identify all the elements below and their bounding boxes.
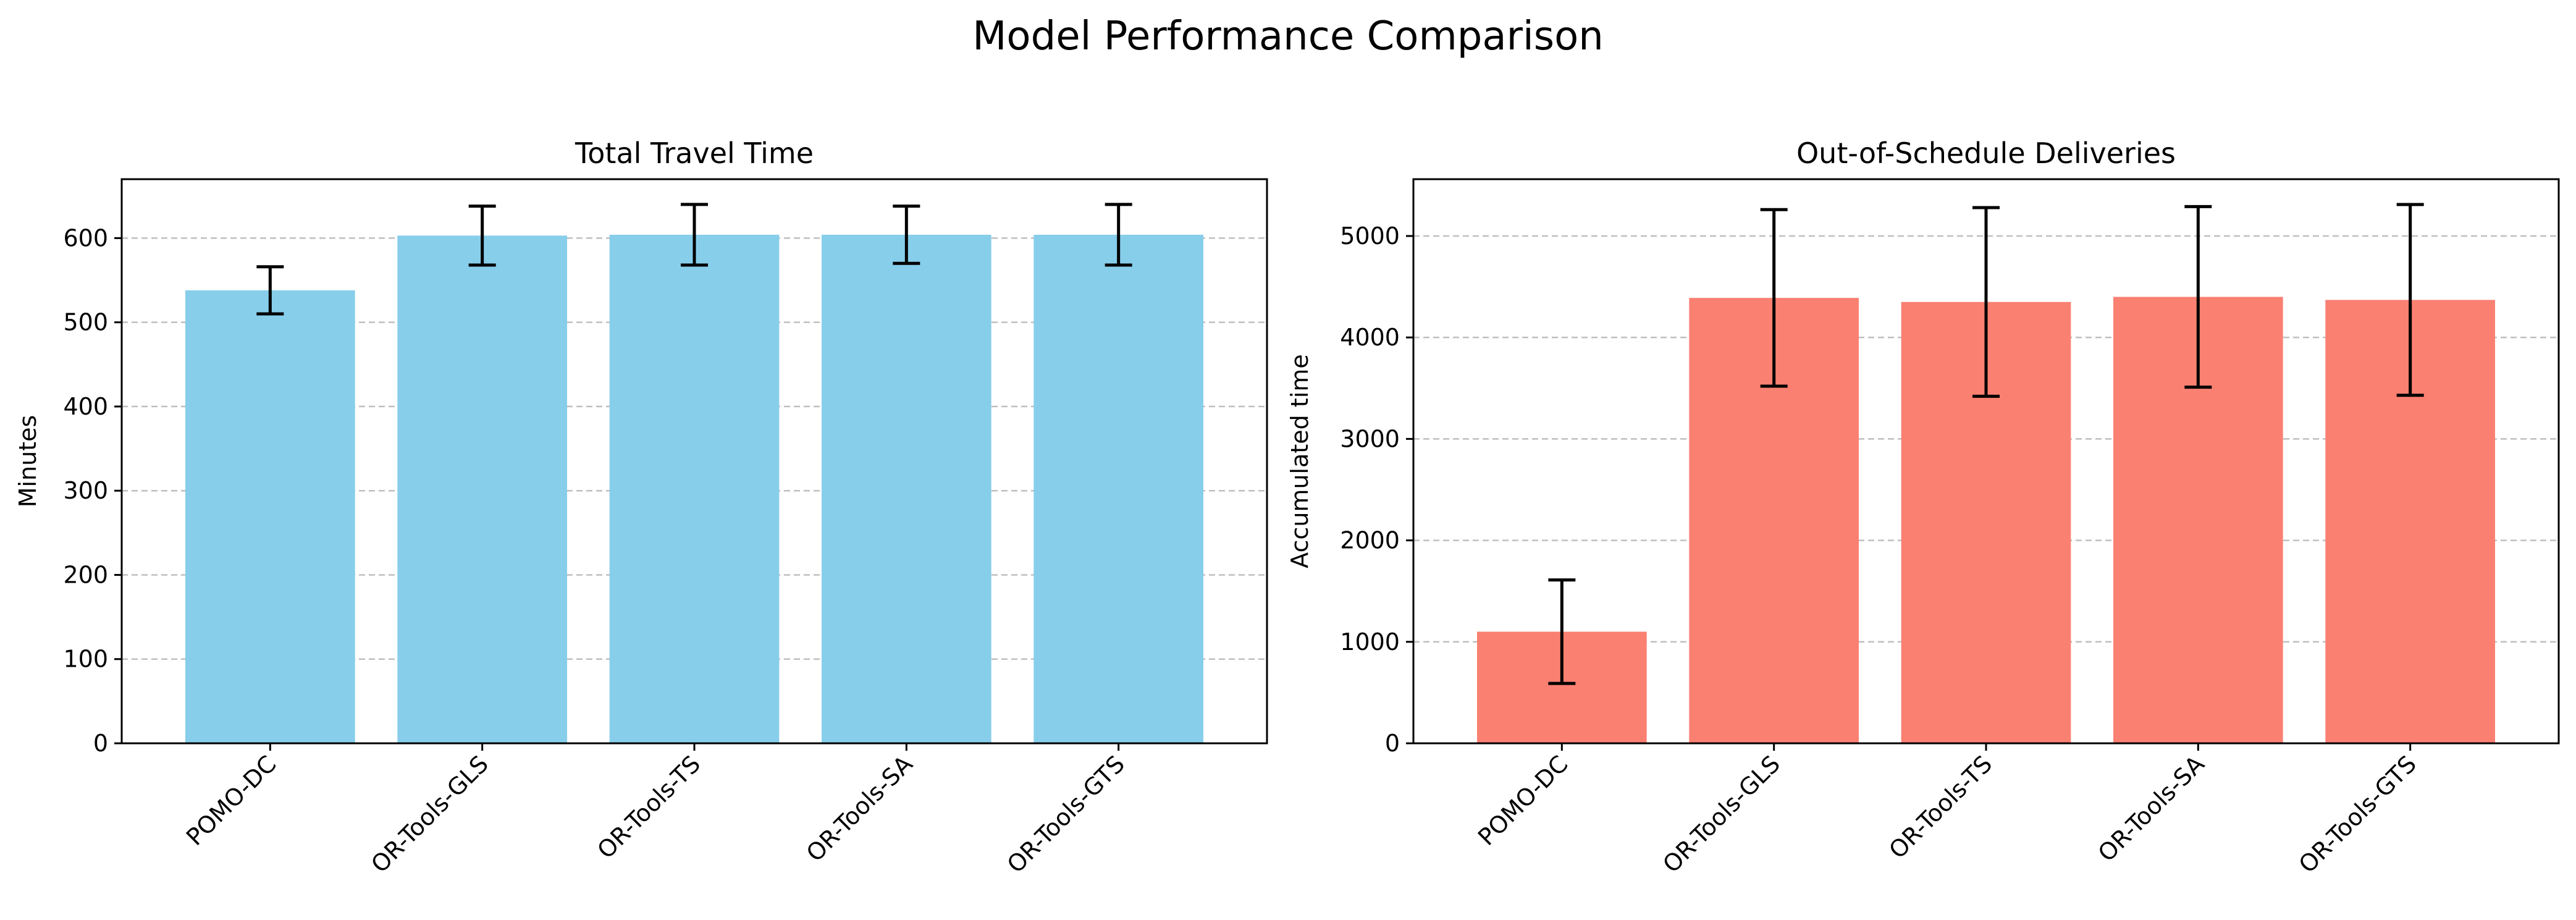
x-tick-label: OR-Tools-TS <box>1884 750 1997 864</box>
y-tick-label: 0 <box>1385 730 1400 757</box>
y-tick-label: 0 <box>93 730 108 757</box>
bar <box>609 234 780 743</box>
y-axis-label: Minutes <box>14 415 41 508</box>
bar <box>1033 234 1203 743</box>
y-tick-label: 5000 <box>1340 222 1400 250</box>
y-tick-label: 2000 <box>1340 527 1400 554</box>
y-tick-label: 100 <box>63 646 108 673</box>
bar <box>822 234 991 743</box>
chart-panel-1: 0 100 200 300 400 500 600 POMO-DC OR-Tools-GLS OR… <box>14 137 1268 879</box>
y-tick-label: 600 <box>63 224 108 251</box>
y-tick-label: 400 <box>63 393 108 420</box>
y-tick-label: 200 <box>63 561 108 588</box>
x-tick-label: OR-Tools-SA <box>801 750 918 867</box>
y-axis-label: Accumulated time <box>1286 354 1313 568</box>
x-tick-label: OR-Tools-GTS <box>1002 750 1130 878</box>
y-tick-label: 300 <box>63 477 108 504</box>
x-tick-label: OR-Tools-TS <box>592 750 705 864</box>
subplot-title: Out-of-Schedule Deliveries <box>1796 137 2176 170</box>
bar <box>185 290 355 743</box>
x-tick-label: POMO-DC <box>181 750 282 851</box>
x-tick-label: OR-Tools-SA <box>2093 750 2210 867</box>
chart-panel-2: 0 1000 2000 3000 4000 5000 POMO-DC OR-Tools-GLS… <box>1286 137 2560 879</box>
y-tick-label: 500 <box>63 309 108 336</box>
y-tick-label: 1000 <box>1340 628 1400 656</box>
y-tick-label: 3000 <box>1340 425 1400 452</box>
x-tick-label: OR-Tools-GLS <box>366 750 494 878</box>
y-tick-label: 4000 <box>1340 324 1400 351</box>
subplot-title: Total Travel Time <box>575 137 814 170</box>
bar <box>397 235 567 743</box>
x-tick-label: OR-Tools-GLS <box>1657 750 1785 878</box>
figure-title: Model Performance Comparison <box>972 14 1604 59</box>
x-tick-label: OR-Tools-GTS <box>2294 750 2422 878</box>
x-tick-label: POMO-DC <box>1473 750 1573 851</box>
